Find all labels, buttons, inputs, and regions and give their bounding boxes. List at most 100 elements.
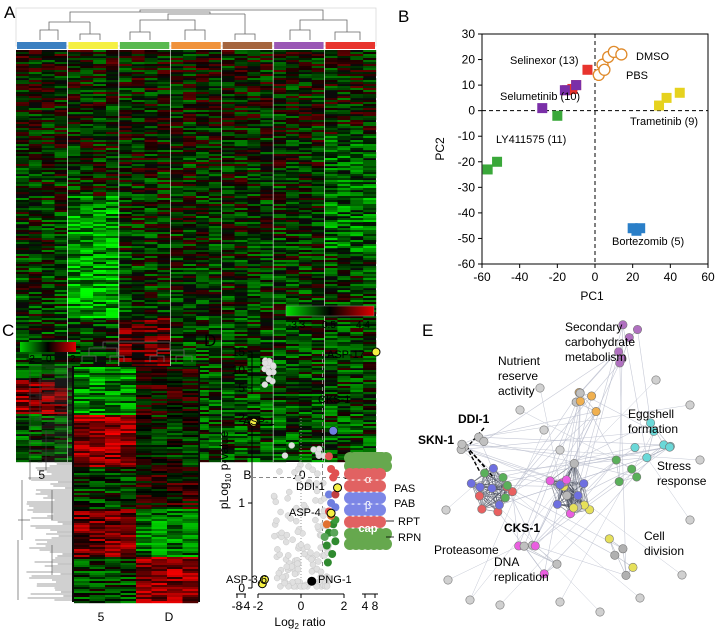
heatmap-a-cell (208, 290, 222, 293)
heatmap-a-cell (363, 418, 377, 421)
heatmap-a-cell (311, 302, 325, 305)
heatmap-a-cell (208, 376, 222, 379)
heatmap-a-cell (260, 92, 274, 95)
heatmap-a-cell (144, 334, 158, 337)
heatmap-a-cell (67, 334, 81, 337)
heatmap-a-cell (67, 176, 81, 179)
heatmap-a-cell (67, 120, 81, 123)
heatmap-a-cell (196, 118, 210, 121)
heatmap-a-cell (234, 178, 248, 181)
heatmap-a-cell (350, 240, 364, 243)
heatmap-a-cell (298, 334, 312, 337)
heatmap-a-cell (260, 110, 274, 113)
heatmap-a-cell (324, 354, 338, 357)
heatmap-a-cell (196, 460, 210, 463)
heatmap-a-cell (221, 58, 235, 61)
heatmap-a-cell (273, 386, 287, 389)
heatmap-a-cell (311, 336, 325, 339)
heatmap-a-cell (298, 336, 312, 339)
heatmap-a-cell (131, 300, 145, 303)
heatmap-a-cell (363, 388, 377, 391)
heatmap-a-cell (260, 458, 274, 461)
heatmap-a-cell (298, 214, 312, 217)
heatmap-a-cell (350, 70, 364, 73)
heatmap-a-cell (298, 436, 312, 439)
heatmap-a-cell (208, 182, 222, 185)
heatmap-a-cell (234, 78, 248, 81)
heatmap-a-cell (67, 162, 81, 165)
heatmap-a-cell (118, 344, 132, 347)
heatmap-a-cell (273, 410, 287, 413)
heatmap-a-cell (260, 276, 274, 279)
heatmap-a-cell (324, 340, 338, 343)
heatmap-a-cell (234, 70, 248, 73)
heatmap-a-cell (324, 416, 338, 419)
heatmap-a-cell (234, 460, 248, 463)
heatmap-a-cell (93, 296, 107, 299)
heatmap-a-cell (93, 94, 107, 97)
heatmap-a-cell (324, 270, 338, 273)
heatmap-a-cell (350, 260, 364, 263)
heatmap-a-cell (247, 106, 261, 109)
heatmap-a-cell (247, 376, 261, 379)
heatmap-a-cell (106, 66, 120, 69)
heatmap-a-cell (183, 56, 197, 59)
heatmap-a-cell (260, 122, 274, 125)
heatmap-a-cell (16, 126, 30, 129)
heatmap-a-cell (157, 90, 171, 93)
heatmap-a-cell (131, 66, 145, 69)
heatmap-a-cell (16, 70, 30, 73)
heatmap-a-cell (131, 110, 145, 113)
heatmap-a-cell (67, 152, 81, 155)
heatmap-a-cell (93, 112, 107, 115)
heatmap-a-cell (324, 410, 338, 413)
heatmap-a-cell (324, 50, 338, 53)
heatmap-a-cell (324, 332, 338, 335)
heatmap-a-cell (337, 430, 351, 433)
heatmap-a-cell (298, 322, 312, 325)
heatmap-a-cell (273, 406, 287, 409)
heatmap-a-cell (196, 144, 210, 147)
heatmap-a-cell (221, 402, 235, 405)
heatmap-a-cell (144, 210, 158, 213)
heatmap-a-cell (80, 200, 94, 203)
heatmap-a-cell (234, 366, 248, 369)
heatmap-a-cell (234, 114, 248, 117)
heatmap-a-cell (196, 302, 210, 305)
heatmap-a-cell (234, 242, 248, 245)
heatmap-a-cell (106, 268, 120, 271)
heatmap-a-cell (221, 316, 235, 319)
heatmap-a-cell (311, 186, 325, 189)
heatmap-a-cell (260, 76, 274, 79)
heatmap-a-cell (311, 348, 325, 351)
heatmap-a-cell (221, 358, 235, 361)
heatmap-a-cell (298, 244, 312, 247)
heatmap-a-cell (170, 122, 184, 125)
heatmap-a-cell (16, 130, 30, 133)
heatmap-a-cell (247, 358, 261, 361)
heatmap-a-cell (298, 104, 312, 107)
heatmap-a-cell (221, 372, 235, 375)
heatmap-a-cell (247, 394, 261, 397)
heatmap-a-cell (144, 156, 158, 159)
heatmap-a-cell (118, 312, 132, 315)
heatmap-a-cell (157, 174, 171, 177)
heatmap-a-cell (67, 64, 81, 67)
heatmap-a-cell (221, 446, 235, 449)
heatmap-a-cell (93, 218, 107, 221)
heatmap-a-cell (363, 304, 377, 307)
heatmap-a-cell (221, 92, 235, 95)
heatmap-a-cell (337, 206, 351, 209)
heatmap-a-cell (118, 230, 132, 233)
heatmap-a-cell (16, 394, 30, 397)
heatmap-a-cell (170, 96, 184, 99)
heatmap-a-cell (183, 314, 197, 317)
heatmap-a-cell (106, 362, 120, 365)
heatmap-a-cell (41, 288, 55, 291)
heatmap-a-cell (234, 52, 248, 55)
heatmap-a-cell (28, 206, 42, 209)
heatmap-a-cell (260, 408, 274, 411)
heatmap-a-cell (337, 240, 351, 243)
heatmap-a-cell (183, 200, 197, 203)
heatmap-a-cell (157, 304, 171, 307)
